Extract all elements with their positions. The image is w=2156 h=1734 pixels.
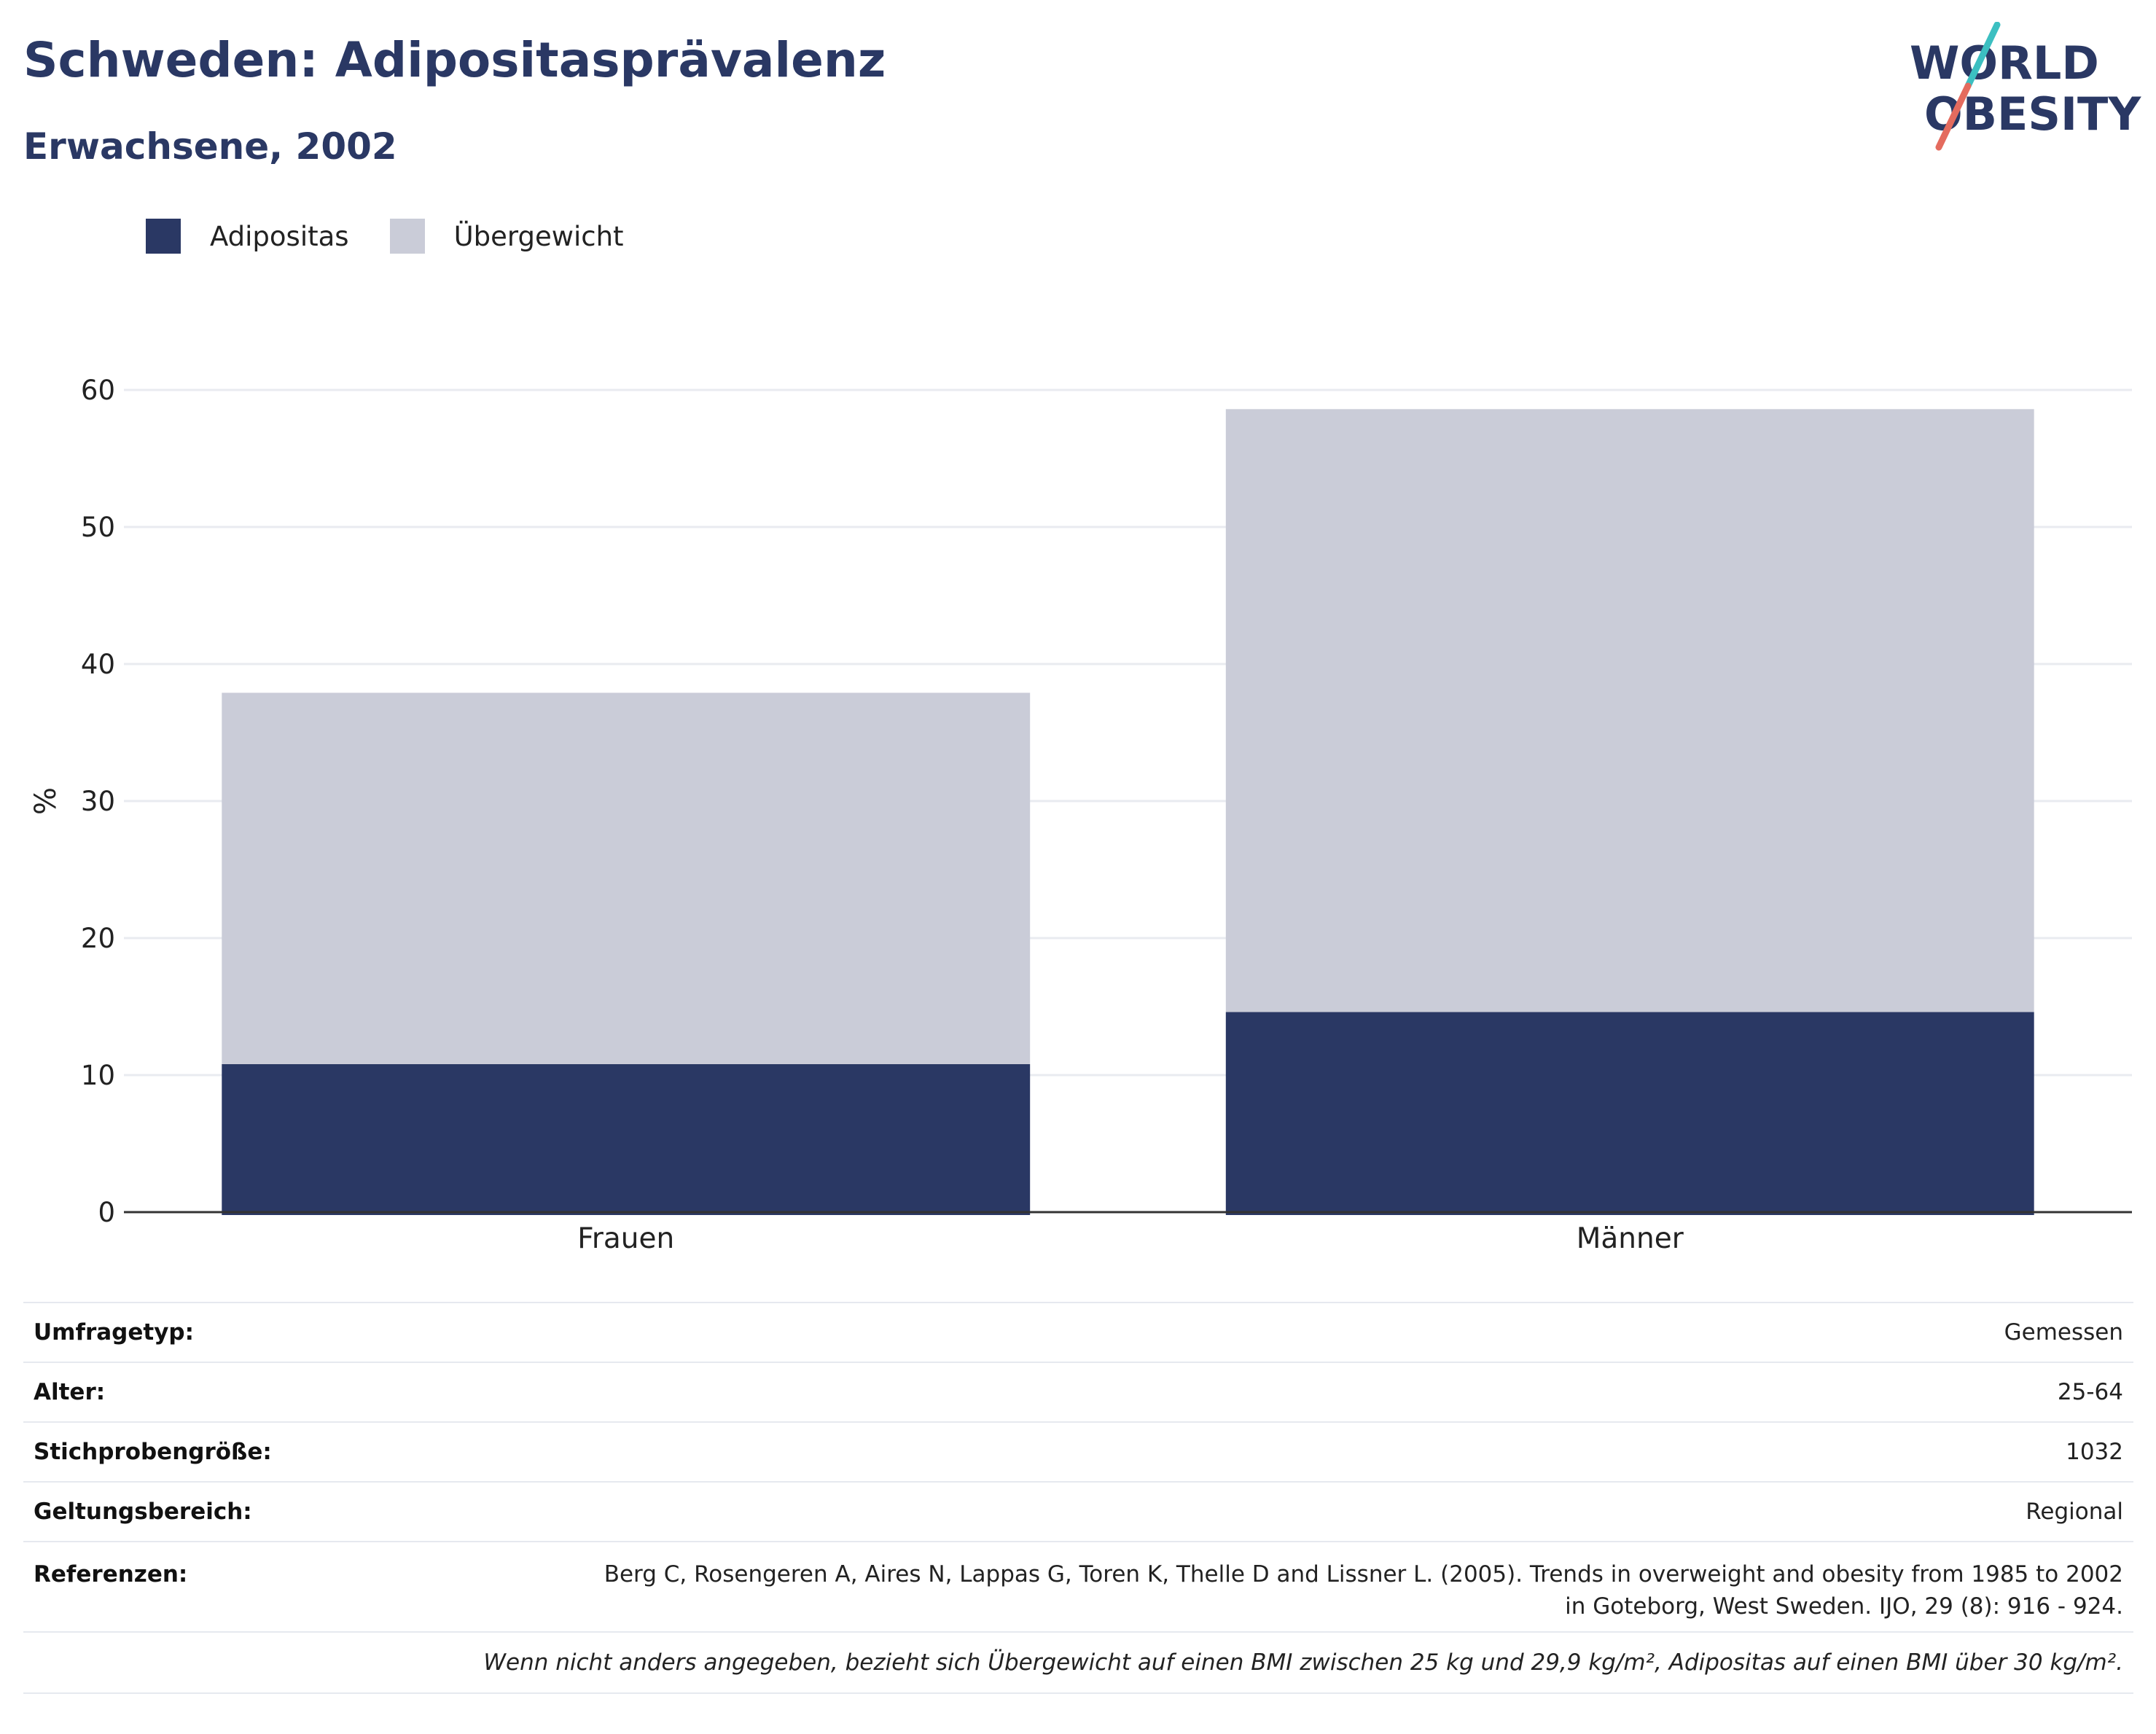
info-key: Stichprobengröße:: [34, 1439, 272, 1465]
legend-label-uebergewicht: Übergewicht: [453, 220, 624, 252]
bar-chart: 0 10 20 30 40 50 60% Frauen Männer: [29, 375, 2132, 1255]
chart-legend: Adipositas Übergewicht: [146, 219, 665, 254]
reference-text: Berg C, Rosengeren A, Aires N, Lappas G,…: [604, 1558, 2123, 1622]
info-key: Referenzen:: [34, 1561, 188, 1587]
legend-label-adipositas: Adipositas: [210, 220, 349, 252]
world-obesity-logo: WORLD OBESITY: [1910, 22, 2141, 151]
info-value: 25-64: [2057, 1379, 2123, 1405]
x-tick-label: Männer: [1577, 1222, 1684, 1255]
legend-swatch-adipositas: [146, 219, 181, 254]
reference-line-1: Berg C, Rosengeren A, Aires N, Lappas G,…: [604, 1561, 2123, 1587]
legend-swatch-uebergewicht: [389, 219, 425, 254]
legend-item-adipositas[interactable]: Adipositas: [146, 219, 349, 254]
bar-uebergewicht-männer: [1225, 409, 2034, 1012]
y-tick-label: 60: [81, 375, 115, 406]
info-row-survey-type: Umfragetyp: Gemessen: [23, 1303, 2133, 1363]
bmi-footnote: Wenn nicht anders angegeben, bezieht sic…: [23, 1633, 2133, 1694]
info-value: Gemessen: [2004, 1319, 2123, 1346]
bar-uebergewicht-frauen: [222, 692, 1031, 1064]
bar-adipositas-männer: [1225, 1012, 2034, 1215]
info-key: Alter:: [34, 1379, 106, 1405]
y-tick-label: 0: [98, 1197, 115, 1228]
y-tick-label: 40: [81, 649, 115, 680]
legend-item-uebergewicht[interactable]: Übergewicht: [389, 219, 624, 254]
y-tick-label: 10: [81, 1060, 115, 1091]
page-subtitle: Erwachsene, 2002: [23, 125, 397, 168]
info-row-age: Alter: 25-64: [23, 1363, 2133, 1423]
reference-line-2: in Goteborg, West Sweden. IJO, 29 (8): 9…: [1565, 1593, 2123, 1620]
logo-word-1: WORLD: [1910, 36, 2099, 90]
info-value: Regional: [2026, 1499, 2123, 1525]
logo-slash-bottom: [1935, 82, 1972, 151]
info-row-scope: Geltungsbereich: Regional: [23, 1483, 2133, 1542]
bar-adipositas-frauen: [222, 1063, 1031, 1215]
info-row-sample-size: Stichprobengröße: 1032: [23, 1423, 2133, 1483]
y-axis-label: %: [29, 787, 63, 815]
logo-slash-top: [1964, 22, 2001, 90]
info-table: Umfragetyp: Gemessen Alter: 25-64 Stichp…: [23, 1302, 2133, 1694]
info-row-references: Referenzen: Berg C, Rosengeren A, Aires …: [23, 1542, 2133, 1633]
page-title: Schweden: Adipositasprävalenz: [23, 32, 886, 88]
y-tick-label: 30: [81, 786, 115, 817]
info-key: Geltungsbereich:: [34, 1499, 252, 1525]
info-value: 1032: [2066, 1439, 2123, 1465]
info-key: Umfragetyp:: [34, 1319, 194, 1346]
footnote-text: Wenn nicht anders angegeben, bezieht sic…: [483, 1649, 2123, 1676]
y-tick-label: 50: [81, 512, 115, 543]
y-tick-label: 20: [81, 923, 115, 954]
x-tick-label: Frauen: [577, 1222, 674, 1255]
